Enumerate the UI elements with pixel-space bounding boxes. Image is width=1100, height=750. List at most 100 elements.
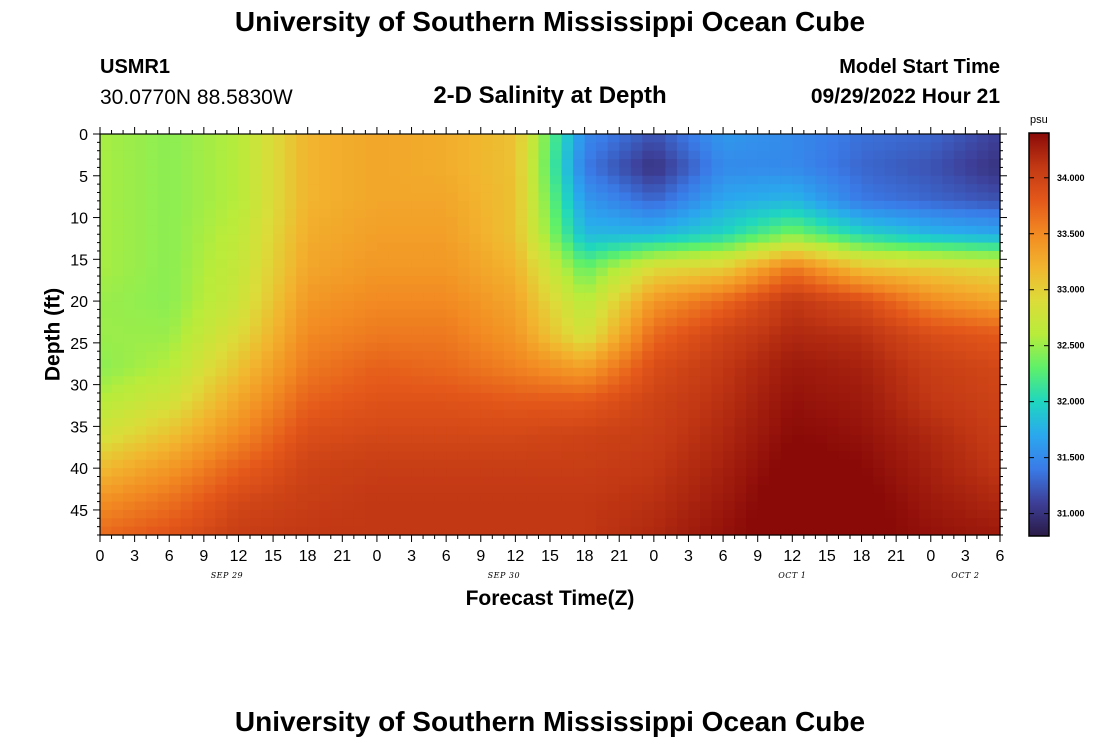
heatmap-cell	[619, 501, 632, 511]
heatmap-cell	[803, 242, 816, 252]
heatmap-cell	[642, 376, 655, 386]
heatmap-cell	[134, 192, 147, 202]
heatmap-cell	[688, 292, 701, 302]
heatmap-cell	[457, 267, 470, 277]
heatmap-cell	[700, 501, 713, 511]
heatmap-cell	[111, 451, 124, 461]
heatmap-cell	[330, 342, 343, 352]
heatmap-cell	[492, 418, 505, 427]
heatmap-cell	[411, 184, 424, 194]
heatmap-cell	[676, 200, 690, 210]
heatmap-cell	[342, 384, 355, 394]
colorbar-tick-label: 33.500	[1057, 229, 1085, 239]
heatmap-cell	[203, 501, 216, 511]
heatmap-cell	[942, 242, 955, 252]
heatmap-cell	[261, 259, 274, 269]
heatmap-cell	[469, 284, 482, 294]
heatmap-cell	[665, 443, 678, 453]
heatmap-cell	[215, 134, 228, 143]
heatmap-cell	[284, 443, 297, 453]
heatmap-cell	[365, 292, 378, 302]
heatmap-cell	[157, 284, 170, 294]
heatmap-cell	[965, 292, 978, 302]
heatmap-cell	[919, 192, 932, 202]
heatmap-cell	[169, 150, 182, 160]
heatmap-cell	[307, 159, 320, 169]
heatmap-cell	[388, 267, 401, 277]
heatmap-cell	[330, 484, 343, 494]
heatmap-cell	[873, 284, 886, 294]
heatmap-cell	[296, 484, 309, 494]
heatmap-cell	[584, 142, 597, 152]
heatmap-cell	[780, 476, 793, 486]
heatmap-cell	[226, 401, 240, 411]
heatmap-cell	[550, 292, 563, 302]
heatmap-cell	[723, 526, 736, 536]
heatmap-cell	[134, 292, 147, 302]
heatmap-cell	[803, 426, 816, 436]
heatmap-cell	[780, 192, 793, 202]
heatmap-cell	[111, 167, 124, 177]
heatmap-cell	[457, 468, 470, 478]
heatmap-cell	[353, 468, 366, 478]
heatmap-cell	[503, 451, 516, 461]
heatmap-cell	[619, 225, 632, 235]
heatmap-cell	[573, 209, 586, 219]
heatmap-cell	[169, 484, 182, 494]
heatmap-cell	[238, 292, 251, 302]
heatmap-cell	[734, 167, 747, 177]
heatmap-cell	[930, 484, 943, 494]
heatmap-cell	[988, 142, 1001, 152]
heatmap-cell	[850, 342, 863, 352]
heatmap-cell	[550, 384, 563, 394]
heatmap-cell	[780, 334, 793, 344]
heatmap-cell	[146, 451, 159, 461]
heatmap-cell	[573, 401, 586, 411]
x-tick-label: 6	[165, 548, 174, 565]
heatmap-cell	[965, 250, 978, 260]
heatmap-cell	[780, 234, 793, 244]
heatmap-cell	[757, 225, 770, 235]
heatmap-cell	[803, 250, 816, 260]
heatmap-cell	[873, 468, 886, 478]
heatmap-cell	[376, 317, 390, 327]
heatmap-cell	[111, 209, 124, 219]
heatmap-cell	[665, 184, 678, 194]
heatmap-cell	[457, 418, 470, 427]
heatmap-cell	[953, 267, 966, 277]
heatmap-cell	[757, 418, 770, 427]
heatmap-cell	[100, 217, 113, 227]
heatmap-cell	[769, 418, 782, 427]
heatmap-cell	[815, 526, 828, 536]
x-tick-label: 6	[719, 548, 728, 565]
heatmap-cell	[757, 493, 770, 503]
heatmap-cell	[711, 301, 724, 311]
heatmap-cell	[907, 484, 920, 494]
heatmap-cell	[319, 334, 332, 344]
heatmap-cell	[365, 200, 378, 210]
heatmap-cell	[515, 175, 528, 185]
heatmap-cell	[123, 384, 136, 394]
heatmap-cell	[746, 159, 759, 169]
heatmap-cell	[457, 493, 470, 503]
heatmap-cell	[596, 276, 609, 285]
heatmap-cell	[330, 175, 343, 185]
heatmap-cell	[676, 276, 690, 285]
heatmap-cell	[630, 493, 643, 503]
heatmap-cell	[180, 167, 193, 177]
heatmap-cell	[596, 326, 609, 336]
heatmap-cell	[584, 301, 597, 311]
heatmap-cell	[353, 376, 366, 386]
heatmap-cell	[653, 409, 666, 419]
heatmap-cell	[642, 259, 655, 269]
heatmap-cell	[434, 142, 447, 152]
heatmap-cell	[953, 384, 966, 394]
heatmap-cell	[861, 150, 874, 160]
heatmap-cell	[607, 292, 620, 302]
heatmap-cell	[734, 493, 747, 503]
heatmap-cell	[850, 301, 863, 311]
heatmap-cell	[284, 518, 297, 528]
heatmap-cell	[700, 159, 713, 169]
heatmap-cell	[411, 392, 424, 402]
heatmap-cell	[353, 451, 366, 461]
